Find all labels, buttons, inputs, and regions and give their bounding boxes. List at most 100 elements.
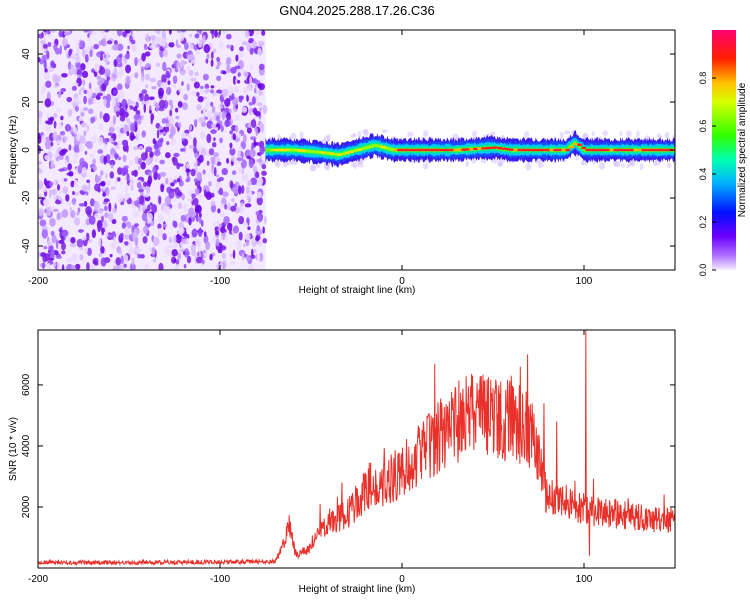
noise-speckle — [86, 88, 94, 98]
noise-speckle — [130, 246, 133, 255]
signal-core-segment — [641, 148, 647, 152]
noise-speckle — [92, 165, 97, 172]
noise-speckle — [134, 72, 139, 79]
noise-speckle — [144, 84, 149, 89]
noise-speckle — [175, 115, 180, 120]
noise-speckle — [56, 139, 61, 145]
noise-speckle — [97, 92, 103, 97]
noise-speckle — [152, 138, 156, 145]
noise-speckle — [103, 80, 109, 86]
noise-speckle — [142, 181, 147, 188]
noise-speckle — [238, 49, 245, 58]
noise-speckle — [99, 111, 103, 120]
noise-speckle — [193, 178, 198, 183]
noise-speckle — [247, 226, 251, 230]
noise-speckle — [74, 96, 79, 104]
y-tick-label: 2000 — [21, 495, 32, 518]
noise-speckle — [228, 108, 232, 114]
noise-speckle — [168, 30, 172, 35]
noise-speckle — [262, 104, 268, 114]
noise-speckle — [108, 212, 114, 222]
noise-speckle — [47, 262, 51, 270]
noise-speckle — [80, 122, 87, 128]
noise-speckle — [143, 103, 147, 113]
noise-speckle — [52, 131, 58, 141]
noise-speckle — [191, 228, 198, 238]
noise-speckle — [255, 171, 260, 178]
noise-speckle — [256, 224, 261, 232]
noise-speckle — [234, 114, 240, 121]
signal-halo-speckle — [525, 162, 532, 171]
noise-speckle — [124, 192, 130, 200]
signal-halo-speckle — [351, 162, 358, 168]
noise-speckle — [118, 53, 123, 58]
signal-halo-speckle — [264, 160, 269, 164]
noise-speckle — [259, 155, 263, 160]
noise-speckle — [89, 49, 93, 58]
noise-speckle — [210, 200, 216, 206]
noise-speckle — [145, 263, 149, 270]
noise-speckle — [91, 229, 97, 239]
signal-core-segment — [649, 148, 655, 152]
noise-speckle — [166, 86, 172, 96]
noise-speckle — [93, 43, 100, 50]
noise-speckle — [61, 148, 68, 153]
signal-core-segment — [369, 145, 374, 148]
noise-speckle — [247, 123, 252, 128]
noise-speckle — [120, 180, 123, 186]
noise-speckle — [200, 219, 204, 227]
snr-y-label: SNR (10 * v/v) — [8, 417, 19, 481]
noise-speckle — [113, 67, 118, 76]
noise-speckle — [192, 137, 197, 147]
noise-speckle — [160, 184, 165, 193]
noise-speckle — [49, 181, 54, 187]
noise-speckle — [244, 233, 251, 241]
noise-speckle — [144, 73, 151, 81]
noise-speckle — [92, 99, 97, 105]
noise-speckle — [233, 85, 240, 93]
snr-x-label: Height of straight line (km) — [299, 584, 416, 595]
noise-speckle — [112, 115, 117, 125]
noise-speckle — [215, 158, 218, 165]
noise-speckle — [205, 191, 212, 201]
noise-speckle — [114, 153, 119, 159]
noise-speckle — [66, 258, 73, 263]
noise-speckle — [124, 53, 130, 60]
noise-speckle — [164, 195, 172, 206]
noise-speckle — [258, 63, 265, 71]
noise-speckle — [216, 115, 220, 122]
noise-speckle — [215, 65, 220, 70]
noise-speckle — [50, 230, 55, 236]
noise-speckle — [215, 238, 220, 247]
noise-speckle — [245, 186, 250, 194]
noise-speckle — [166, 141, 170, 146]
noise-speckle — [220, 226, 226, 234]
noise-speckle — [42, 254, 48, 263]
noise-speckle — [246, 95, 249, 102]
noise-speckle — [210, 129, 217, 134]
signal-core-segment — [305, 149, 310, 153]
signal-halo-speckle — [490, 131, 496, 137]
noise-speckle — [198, 212, 202, 218]
noise-speckle — [72, 190, 75, 196]
noise-speckle — [141, 52, 146, 62]
noise-speckle — [106, 159, 111, 164]
noise-speckle — [214, 30, 218, 38]
signal-halo-speckle — [290, 132, 297, 141]
noise-speckle — [239, 46, 244, 52]
noise-speckle — [186, 66, 190, 71]
noise-speckle — [174, 266, 178, 270]
noise-speckle — [127, 45, 130, 50]
noise-speckle — [50, 141, 54, 147]
noise-speckle — [58, 30, 63, 38]
noise-speckle — [220, 203, 226, 209]
noise-speckle — [68, 171, 74, 177]
noise-speckle — [43, 60, 47, 70]
noise-speckle — [194, 152, 199, 159]
noise-speckle — [98, 207, 104, 215]
noise-speckle — [83, 30, 89, 33]
noise-speckle — [109, 242, 117, 249]
noise-speckle — [256, 253, 261, 262]
noise-speckle — [53, 120, 57, 129]
